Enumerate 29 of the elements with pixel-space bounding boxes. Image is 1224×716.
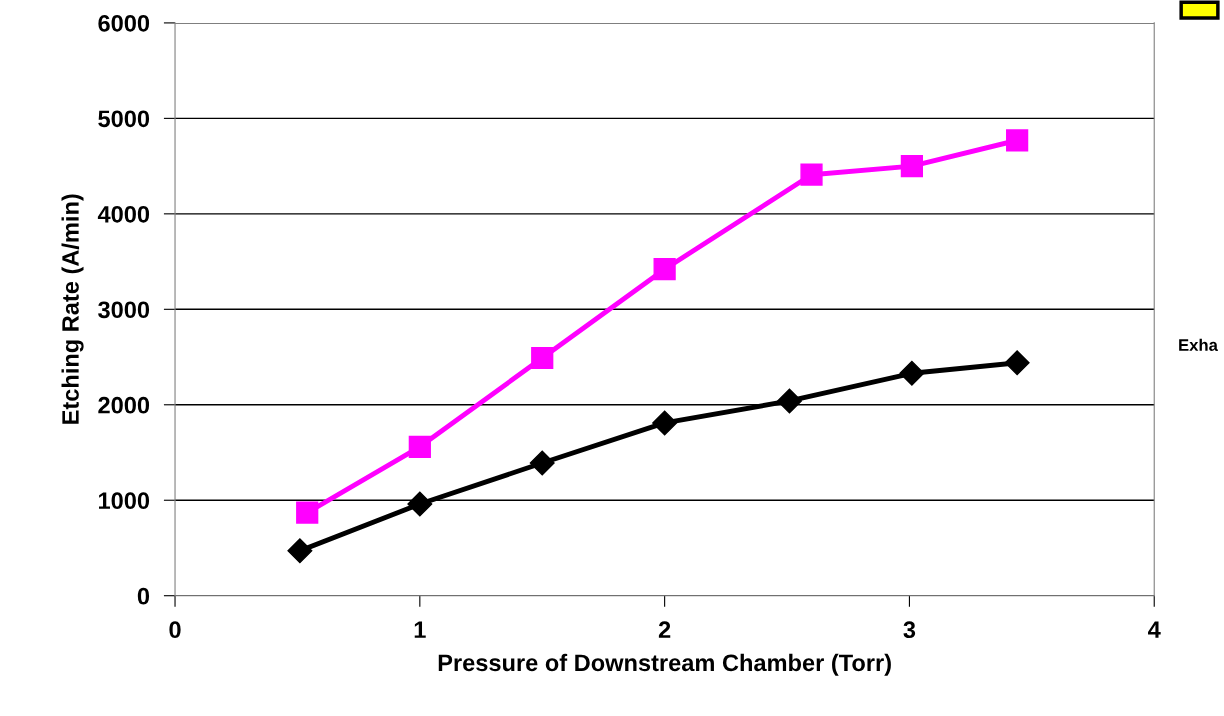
y-tick-label: 2000	[98, 396, 150, 414]
point	[800, 163, 823, 186]
point	[652, 410, 678, 436]
text: Exha	[1179, 338, 1218, 351]
x-axis-title: Pressure of Downstream Chamber (Torr)	[438, 653, 891, 676]
x-tick-label: 1	[414, 621, 426, 638]
y-tick-label: 3000	[98, 301, 150, 319]
point	[899, 360, 925, 386]
x-tick-label: 4	[1148, 621, 1161, 638]
point	[287, 538, 313, 564]
point	[777, 388, 802, 414]
x-tick-label: 0	[169, 621, 181, 639]
point	[407, 491, 433, 517]
y-tick-label: 1000	[99, 492, 150, 510]
y-tick-label: 6000	[98, 14, 150, 32]
y-tick-label: 0	[137, 587, 150, 605]
point	[408, 435, 431, 458]
point	[1004, 350, 1030, 376]
point	[900, 155, 923, 178]
x-tick-label: 3	[903, 621, 916, 639]
point	[653, 258, 676, 281]
x-tick-label: 2	[658, 621, 671, 638]
y-tick-label: 5000	[98, 110, 150, 128]
y-axis-title: Etching Rate (A/min)	[61, 194, 84, 424]
point	[529, 450, 555, 476]
point	[296, 501, 319, 524]
point	[1006, 129, 1029, 152]
y-tick-label: 4000	[97, 205, 150, 223]
point	[531, 346, 554, 370]
